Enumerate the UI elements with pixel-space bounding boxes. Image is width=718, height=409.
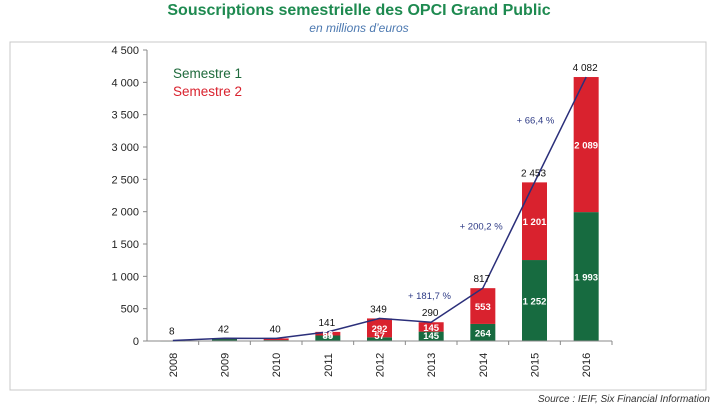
bar-semestre-2 bbox=[315, 331, 341, 336]
source-note: Source : IEIF, Six Financial Information bbox=[537, 394, 710, 405]
x-tick-label: 2008 bbox=[168, 353, 180, 377]
y-tick-label: 1 000 bbox=[111, 271, 139, 283]
semestre-1-value-label: 1 993 bbox=[574, 273, 598, 284]
semestre-2-value-label: 145 bbox=[423, 323, 440, 334]
x-tick-label: 2013 bbox=[426, 353, 438, 377]
bar-semestre-2 bbox=[522, 182, 547, 261]
semestre-2-value-label: 1 201 bbox=[523, 217, 547, 228]
semestre-1-value-label: 145 bbox=[423, 331, 440, 342]
total-label: 8 bbox=[169, 326, 175, 337]
y-tick-label: 4 000 bbox=[111, 77, 139, 89]
y-tick-label: 3 500 bbox=[111, 110, 139, 122]
semestre-2-value-label: 292 bbox=[372, 324, 388, 335]
y-tick-label: 1 500 bbox=[111, 239, 139, 251]
y-tick-label: 2 500 bbox=[111, 174, 139, 186]
legend-item-semestre-2: Semestre 2 bbox=[173, 84, 242, 99]
total-label: 817 bbox=[473, 274, 490, 285]
y-axis: 0 500 1 000 1 500 2 000 2 500 3 000 3 500 4 000 4… bbox=[111, 45, 148, 348]
growth-annotation: + 181,7 % bbox=[408, 291, 452, 302]
semestre-2-value-label: 553 bbox=[475, 302, 491, 313]
bar-semestre-2 bbox=[263, 338, 289, 341]
bar-semestre-2 bbox=[573, 77, 599, 213]
legend-item-semestre-1: Semestre 1 bbox=[173, 66, 242, 81]
total-label: 349 bbox=[370, 304, 387, 315]
semestre-2-value-label: 56 bbox=[323, 330, 334, 341]
total-label: 2 453 bbox=[521, 168, 546, 179]
x-tick-label: 2010 bbox=[271, 353, 283, 377]
y-tick-label: 4 500 bbox=[111, 45, 139, 57]
x-tick-label: 2016 bbox=[581, 353, 593, 377]
semestre-1-value-label: 1 252 bbox=[523, 297, 547, 308]
x-tick-label: 2015 bbox=[530, 353, 542, 377]
semestre-2-value-label: 2 089 bbox=[574, 141, 598, 152]
bar-semestre-1 bbox=[418, 331, 444, 341]
bar-semestre-2 bbox=[367, 318, 392, 338]
bar-semestre-1 bbox=[367, 337, 392, 341]
total-label: 4 082 bbox=[573, 63, 598, 74]
bar-semestre-1 bbox=[573, 212, 599, 341]
total-label: 290 bbox=[422, 308, 439, 319]
bar-semestre-1 bbox=[522, 260, 547, 341]
x-tick-label: 2011 bbox=[323, 353, 335, 377]
y-tick-label: 3 000 bbox=[111, 142, 139, 154]
y-tick-label: 0 bbox=[133, 336, 139, 348]
semestre-1-value-label: 85 bbox=[323, 331, 334, 342]
bar-semestre-1 bbox=[212, 338, 237, 341]
bar-semestre-1 bbox=[470, 323, 496, 341]
legend: Semestre 1 Semestre 2 bbox=[173, 66, 242, 99]
total-label: 42 bbox=[218, 324, 230, 335]
total-label: 141 bbox=[318, 318, 335, 329]
trend-line bbox=[172, 76, 587, 342]
x-tick-label: 2012 bbox=[375, 353, 387, 377]
y-tick-label: 2 000 bbox=[111, 207, 139, 219]
total-label: 40 bbox=[270, 324, 282, 335]
semestre-1-value-label: 57 bbox=[374, 331, 385, 342]
growth-annotation: + 66,4 % bbox=[517, 116, 555, 127]
plot-frame bbox=[9, 41, 707, 391]
bar-semestre-1 bbox=[315, 335, 341, 341]
chart-subtitle: en millions d’euros bbox=[309, 21, 409, 35]
growth-annotation: + 200,2 % bbox=[460, 221, 504, 232]
trend-line-group bbox=[172, 76, 587, 342]
chart-title: Souscriptions semestrielle des OPCI Gran… bbox=[167, 2, 551, 19]
bar-semestre-2 bbox=[418, 322, 444, 332]
semestre-1-value-label: 264 bbox=[475, 328, 492, 339]
y-tick-label: 500 bbox=[121, 304, 139, 316]
x-tick-label: 2014 bbox=[478, 353, 490, 377]
x-tick-label: 2009 bbox=[220, 353, 232, 377]
x-axis: 2008 2009 2010 2011 2012 2013 2014 2015 2016 bbox=[147, 340, 613, 377]
